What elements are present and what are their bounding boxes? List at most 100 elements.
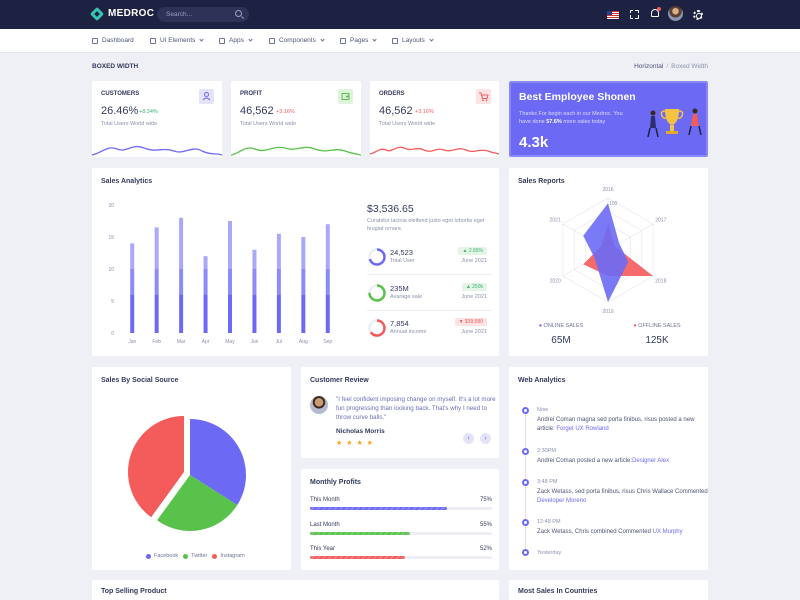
bell-icon[interactable] [650,7,661,20]
social-source-card: Sales By Social Source Facebook Twitter … [92,367,291,570]
breadcrumb-current: Boxed Width [671,63,708,70]
page-title: BOXED WIDTH [92,63,139,70]
next-button[interactable]: › [480,433,491,444]
web-analytics-card: Web Analytics [509,367,708,570]
pie-slice [157,475,238,531]
home-icon [92,37,98,44]
fullscreen-icon[interactable] [629,9,639,19]
breadcrumb-link[interactable]: Horizontal [634,63,664,70]
search-input[interactable]: Search... [157,7,249,22]
timeline-link[interactable]: UX Murphy [652,529,683,535]
orders-sparkline [370,146,499,155]
best-employee-value: 4.3k [519,134,549,151]
bar-segment [276,294,281,333]
legend-dot [183,553,189,559]
search-icon[interactable] [235,10,242,17]
timeline-dot [522,407,529,414]
progress-ring [368,248,386,266]
flag-icon[interactable] [607,11,619,19]
top-navbar: MEDROC Search... [0,0,800,29]
bar-segment [252,294,257,333]
menu-item-dashboard[interactable]: Dashboard [92,37,134,44]
bar-segment [325,269,330,295]
radar-label: 2017 [655,218,666,224]
bar-segment [130,243,135,269]
trophy-illustration [647,108,702,138]
bar-segment [252,269,257,295]
kpi-badge: ▼ $39,580 [454,318,487,326]
chart-legend: Facebook Twitter Instagram [146,553,245,559]
bar-segment [179,217,184,269]
y-tick-label: 0 [111,331,114,337]
x-tick-label: Mar [177,339,186,345]
progress-ring [368,319,386,337]
bar-segment [154,269,159,295]
x-tick-label: Aug [299,339,308,345]
kpi-date: June 2021 [461,294,487,300]
ring-progress [368,284,386,302]
progress-track [310,507,492,510]
radar-label: 2018 [655,279,666,285]
kpi-label: Annual income [390,329,427,335]
offline-sales-value: 125K [645,335,669,346]
avatar[interactable] [668,6,683,21]
card-title: Sales Analytics [101,178,153,185]
pie-slice [190,419,246,506]
row-value: 52% [479,546,492,552]
rating-stars: ★ ★ ★ ★ [336,440,374,447]
timeline-link[interactable]: Forget UX Rowland [556,426,609,432]
user-icon [199,89,214,104]
timeline-link[interactable]: Developer Moreno [537,498,587,504]
bar-segment [154,227,159,269]
gear-icon[interactable] [693,10,703,20]
timeline-item: 12:48 PM Zack Wetass, Chris combined Com… [512,517,694,539]
bar-segment [179,269,184,295]
top-selling-card: Top Selling Product [92,580,499,600]
x-tick-label: Apr [202,339,210,345]
menu-item-layouts[interactable]: Layouts [392,37,434,44]
menu-item-pages[interactable]: Pages [340,37,378,44]
row-value: 55% [479,522,492,528]
brand-name: MEDROC [108,8,155,19]
chevron-down-icon [429,37,434,42]
stat-delta: +3.16% [415,109,434,115]
grid-icon [219,37,225,44]
progress-track [310,556,492,559]
stat-value: 46,562 [379,105,413,117]
legend-facebook: Facebook [154,553,179,559]
menu-item-components[interactable]: Components [269,37,325,44]
radar-label: 2020 [550,279,561,285]
kpi-badge: ▲ 250k [461,283,487,291]
layers-icon [150,37,156,44]
card-title: Sales By Social Source [101,377,179,384]
timeline-link[interactable]: Designer Alex [632,458,670,464]
file-icon [340,37,346,44]
chevron-down-icon [248,37,253,42]
profit-row-this-month: This Month 75% [310,497,492,510]
radar-label: 2021 [550,218,561,224]
kpi-average-sale: 235M Avarage sale ▲ 250k June 2021 [367,282,492,312]
search-placeholder: Search... [166,11,193,18]
timeline-text: Zack Wetass, sed porta finibus, risus Ch… [537,489,708,504]
reviewer-name: Nicholas Morris [336,428,385,435]
radar-label: 2019 [602,309,613,313]
card-title: Most Sales In Countries [518,588,598,595]
bar-segment [276,233,281,269]
stat-label: CUSTOMERS [101,91,140,97]
menu-item-apps[interactable]: Apps [219,37,253,44]
row-label: Last Month [310,522,340,528]
kpi-badge: ▲ 2.65% [458,247,487,255]
menu-item-ui-elements[interactable]: UI Elements [150,37,205,44]
progress-fill [310,532,411,535]
profit-sparkline [231,146,361,156]
cart-icon [476,89,491,104]
y-tick-label: 20 [108,203,114,209]
x-tick-label: Feb [152,339,161,345]
prev-button[interactable]: ‹ [463,433,474,444]
horizontal-menu: Dashboard UI Elements Apps Components Pa… [0,29,800,53]
x-tick-label: Jun [250,339,258,345]
menu-label: Layouts [402,37,425,44]
monthly-profits-card: Monthly Profits This Month 75% Last Month… [301,469,499,570]
legend-instagram: Instagram [220,553,245,559]
brand-logo[interactable]: MEDROC [89,6,155,21]
